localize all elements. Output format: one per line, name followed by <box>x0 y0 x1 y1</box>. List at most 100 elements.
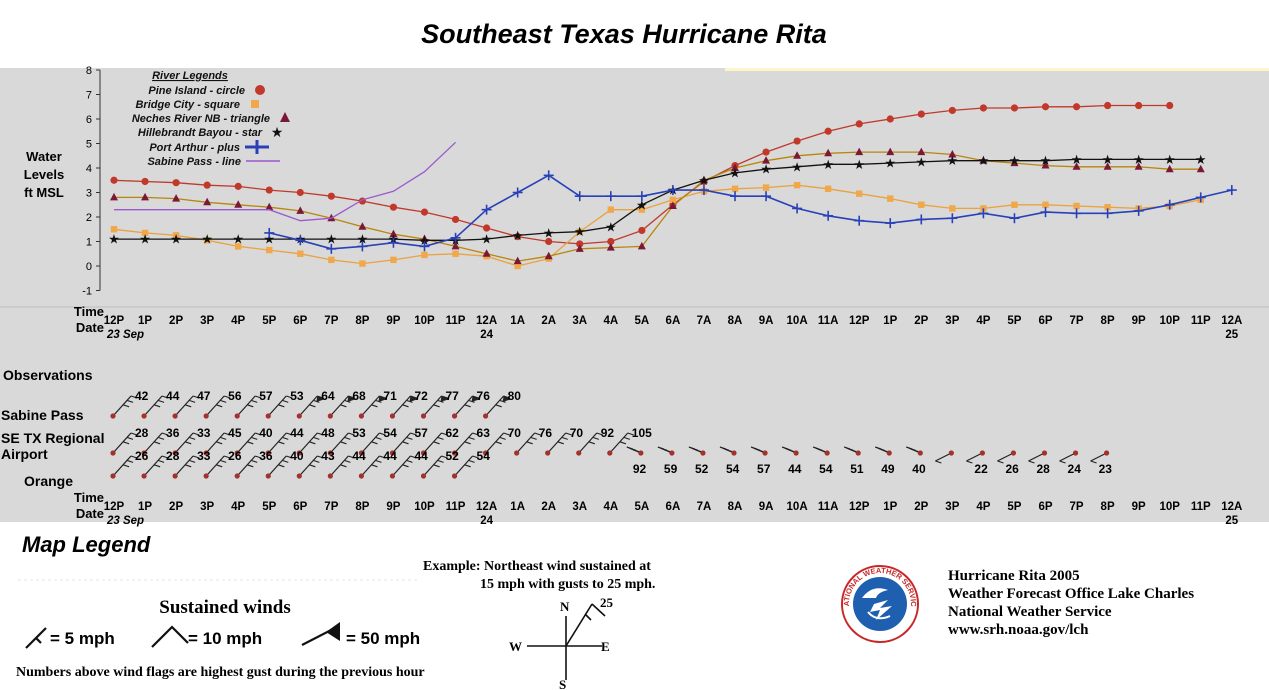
obs-1-station-32: 23 <box>1090 450 1112 476</box>
obs-1-barb-2-2 <box>185 441 192 445</box>
series-4-point-31 <box>1226 185 1237 196</box>
series-1-point-30 <box>1042 201 1049 208</box>
series-3-point-32: ★ <box>1102 153 1114 168</box>
series-2-point-16 <box>606 243 615 251</box>
obs-1-dot-5 <box>265 450 271 456</box>
obs-1-gust-17: 92 <box>633 462 647 476</box>
obs-0-pennant-7 <box>347 396 357 402</box>
series-3-point-10: ★ <box>419 234 431 249</box>
top-tick-20: 8A <box>728 315 743 327</box>
obs-1-barb-4-1 <box>251 436 258 440</box>
top-tick-8: 8P <box>355 315 369 327</box>
example-line-1: Example: Northeast wind sustained at <box>423 559 651 574</box>
bottom-tick-32: 8P <box>1101 501 1115 513</box>
series-3-point-16: ★ <box>605 220 617 235</box>
series-line-5 <box>114 141 457 222</box>
obs-2-barb-2-0 <box>192 455 200 459</box>
series-1-point-2 <box>172 232 180 239</box>
obs-0-dot-9 <box>389 413 396 419</box>
series-4-point-7 <box>481 204 492 215</box>
bottom-tick-24: 12P <box>849 501 870 513</box>
series-1-point-32 <box>1104 204 1111 211</box>
obs-2-dot-1 <box>141 473 147 479</box>
series-2-point-17 <box>637 241 646 250</box>
y-tick-label-4: 4 <box>86 163 92 175</box>
obs-2-barb-11-0 <box>472 455 479 459</box>
top-tick-32: 8P <box>1101 315 1115 327</box>
top-tick-29: 5P <box>1007 315 1021 327</box>
obs-1-dot-10 <box>420 450 427 456</box>
obs-1-shaft-29 <box>997 452 1014 462</box>
obs-1-dot-16 <box>607 450 613 456</box>
obs-1-station-28: 22 <box>966 450 988 476</box>
obs-1-station-17: 92 <box>626 446 647 476</box>
obs-0-pennant-11 <box>471 396 481 402</box>
legend-label-5: Sabine Pass - line <box>147 156 241 168</box>
obs-2-gust-2: 33 <box>197 449 211 463</box>
series-2-point-22 <box>793 151 802 159</box>
obs-1-station-8: 54 <box>358 426 397 456</box>
series-0-point-17 <box>638 226 646 235</box>
series-4-point-18 <box>823 210 834 221</box>
obs-0-barb-1-0 <box>161 395 169 399</box>
obs-1-barb-1-0 <box>161 432 169 436</box>
obs-2-gust-10: 52 <box>446 449 460 463</box>
series-1-point-20 <box>731 185 739 193</box>
series-2-point-11 <box>451 241 460 250</box>
obs-2-barb-1-0 <box>161 455 169 459</box>
top-tick-4: 4P <box>231 315 245 327</box>
obs-0-barb-6-2 <box>309 404 316 408</box>
obs-1-gust-14: 70 <box>570 426 584 440</box>
series-1-point-18 <box>669 196 677 204</box>
y-axis: 8 7 6 5 4 3 2 1 0 -1 <box>82 65 101 298</box>
obs-1-shaft-8 <box>360 432 380 454</box>
obs-0-barb-11-0 <box>472 395 479 399</box>
obs-0-dot-12 <box>483 413 489 419</box>
series-1-point-22 <box>793 181 801 189</box>
obs-2-barb-9-2 <box>402 464 409 468</box>
date-start-bottom: 23 Sep <box>106 515 144 527</box>
obs-2-shaft-7 <box>329 455 349 477</box>
obs-2-gust-9: 44 <box>414 449 428 463</box>
series-1-point-1 <box>141 229 149 237</box>
series-0-point-1 <box>141 177 149 186</box>
obs-0-barb-4-1 <box>251 399 258 403</box>
obs-0-gust-11: 76 <box>477 389 491 403</box>
credit-line-4[interactable]: www.srh.noaa.gov/lch <box>948 622 1089 638</box>
obs-1-gust-7: 53 <box>352 426 366 440</box>
obs-1-barb-0-0 <box>130 432 138 436</box>
obs-1-shaft-5 <box>267 432 287 454</box>
obs-1-barb-10-0 <box>441 432 448 436</box>
legend-marker-0 <box>255 85 265 95</box>
legend-label-0: Pine Island - circle <box>148 85 245 97</box>
bottom-tick-17: 5A <box>634 501 649 513</box>
top-tick-31: 7P <box>1070 315 1084 327</box>
obs-2-gust-1: 28 <box>166 449 180 463</box>
obs-0-station-9: 72 <box>389 389 428 419</box>
obs-1-station-19: 52 <box>688 446 709 476</box>
obs-1-shaft-16 <box>609 432 629 454</box>
accent-strip <box>725 68 1269 71</box>
y-tick-label-9: -1 <box>82 286 92 298</box>
series-1-point-24 <box>856 190 863 197</box>
obs-1-gust-5: 44 <box>290 426 304 440</box>
obs-1-shaft-0 <box>112 432 132 454</box>
obs-2-dot-4 <box>234 473 240 479</box>
obs-0-barb-3-2 <box>216 404 223 408</box>
y-tick-label-5: 3 <box>86 188 92 200</box>
obs-1-shaft-1 <box>143 432 163 454</box>
legend-title: River Legends <box>152 70 228 82</box>
obs-2-barb-9-1 <box>406 459 413 463</box>
obs-1-gust-30: 28 <box>1037 462 1051 476</box>
obs-0-station-1: 44 <box>141 389 180 419</box>
series-1-point-6 <box>297 250 304 257</box>
obs-1-barb-7-0 <box>348 432 355 436</box>
series-2-point-8 <box>358 222 367 230</box>
obs-2-barb-0-1 <box>126 459 134 463</box>
obs-1-barb-13-0 <box>534 432 541 436</box>
obs-0-gust-4: 57 <box>259 389 273 403</box>
station-label-orange: Orange <box>24 473 73 489</box>
obs-1-dot-22 <box>793 450 799 456</box>
obs-1-dot-4 <box>234 450 240 456</box>
